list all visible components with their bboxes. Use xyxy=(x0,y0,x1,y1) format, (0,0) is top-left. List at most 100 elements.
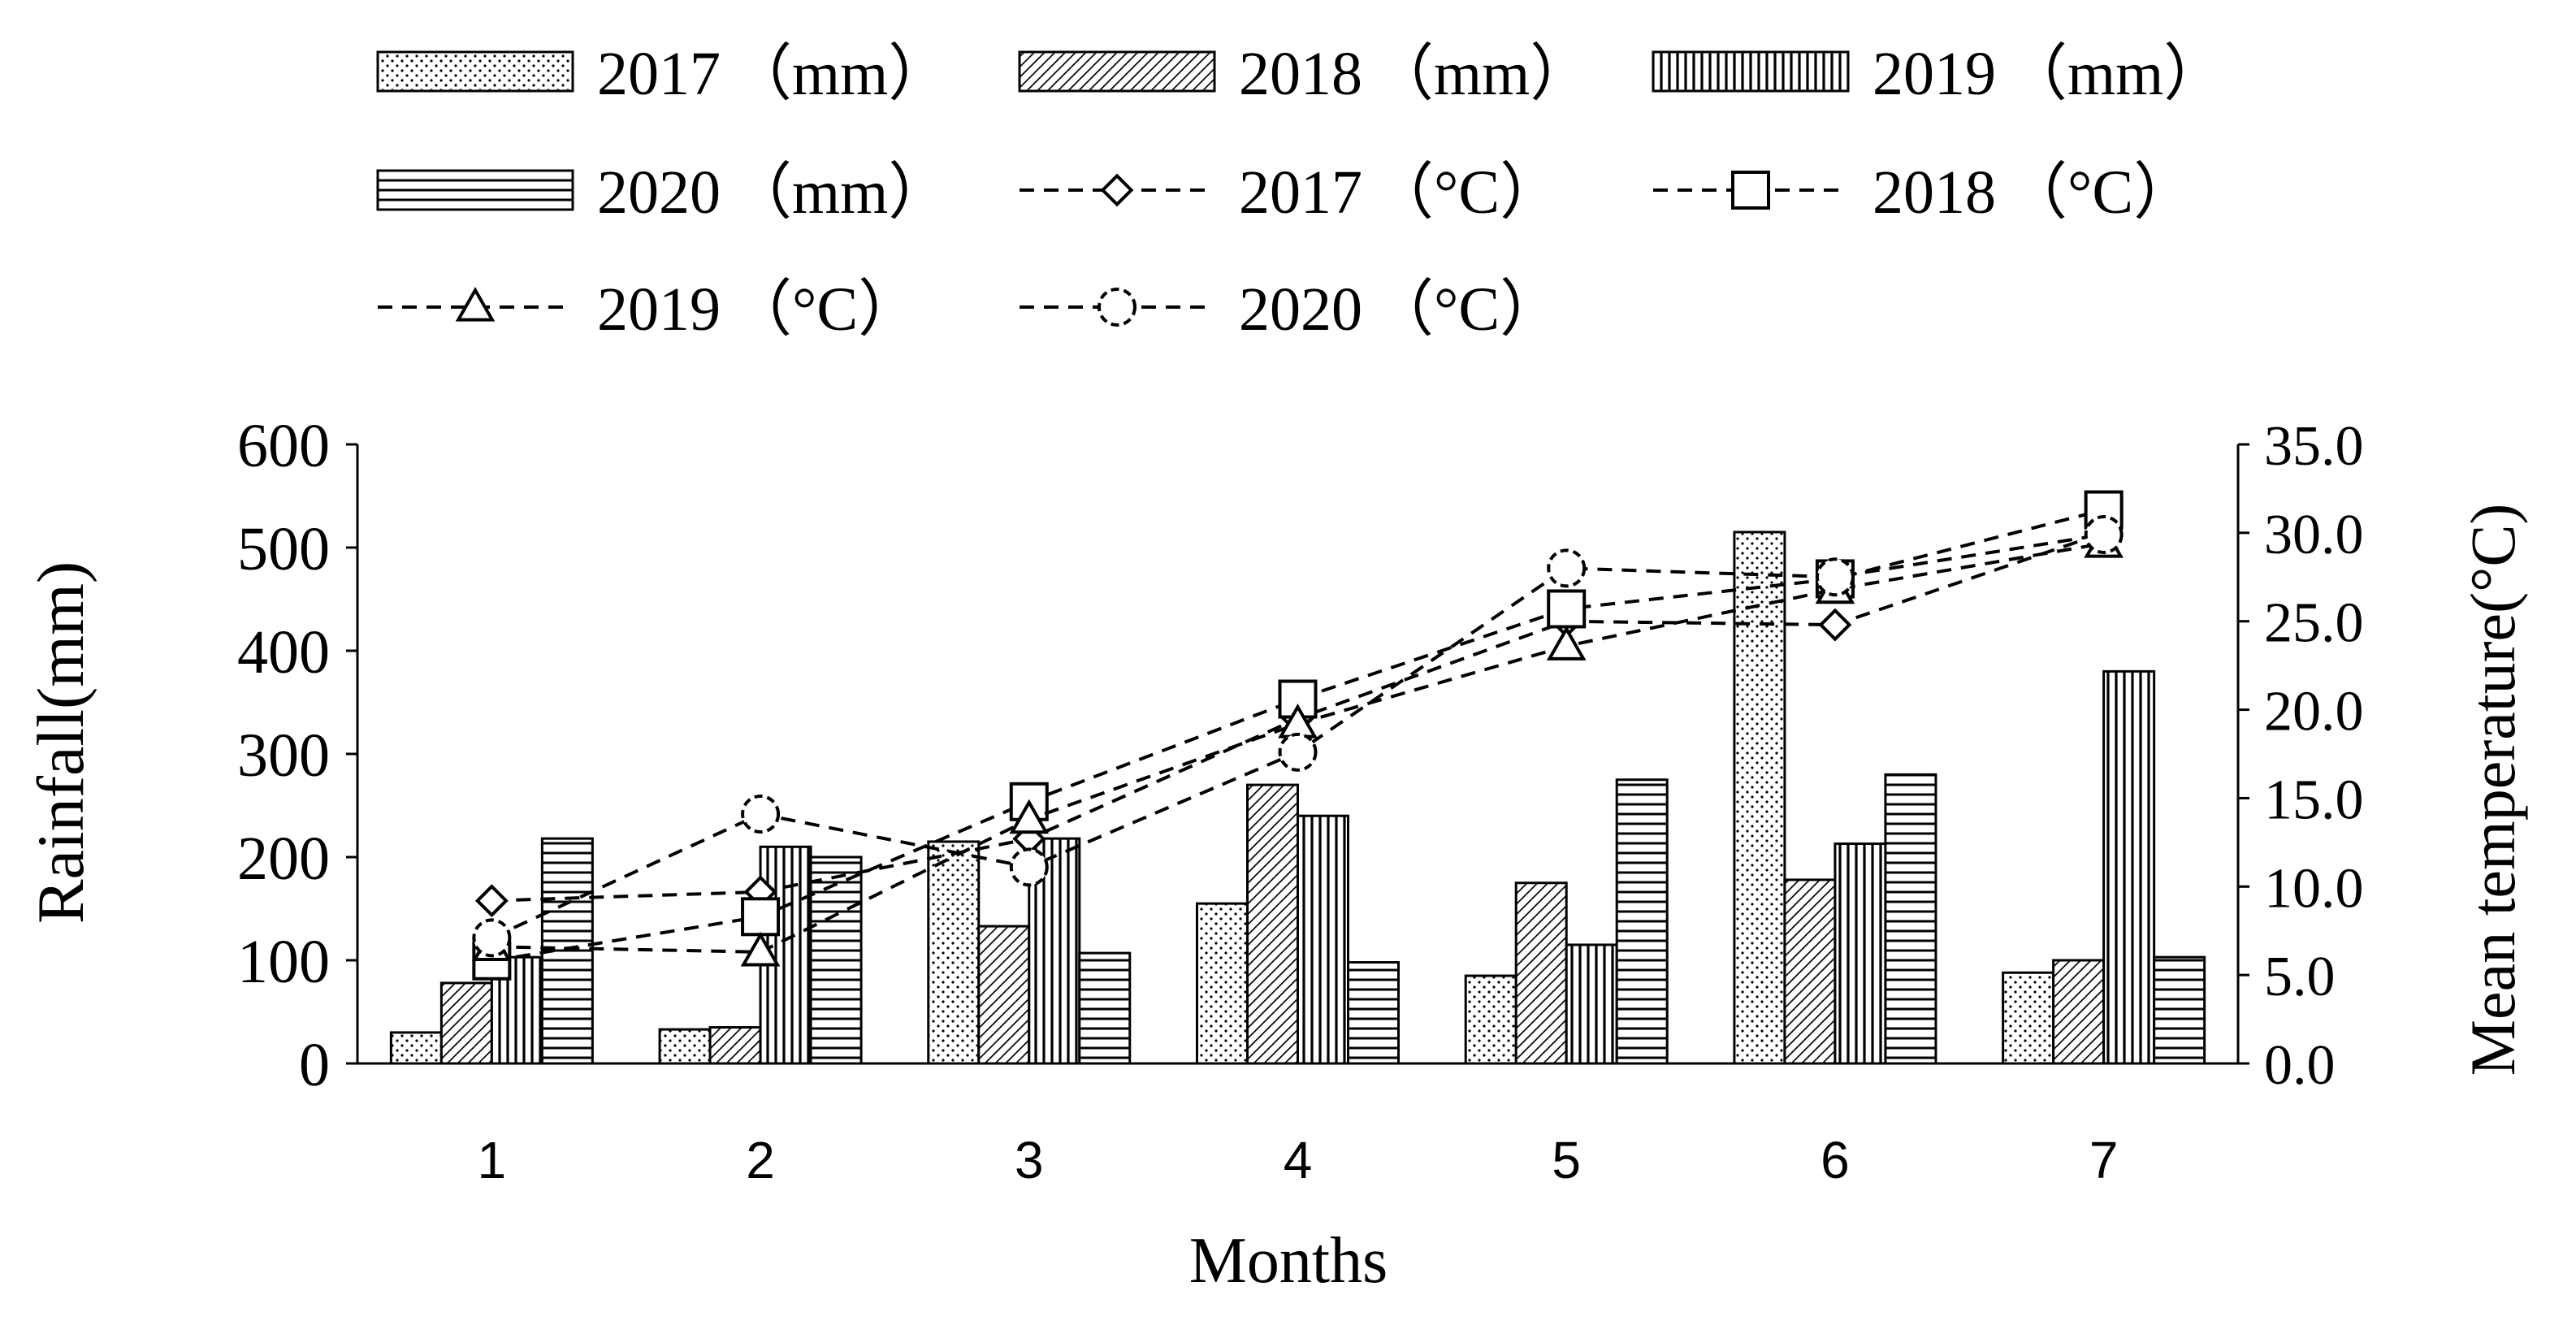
legend-year: 2018 xyxy=(1872,158,1996,227)
bar-2017-month-4 xyxy=(1196,902,1249,1065)
bar-2017-month-7 xyxy=(2002,971,2055,1065)
right-y-tick-label: 30.0 xyxy=(2264,504,2364,566)
bar-2018-month-1 xyxy=(439,981,493,1065)
right-y-tick-label: 15.0 xyxy=(2264,769,2364,831)
bar-2020-month-5 xyxy=(1615,778,1669,1065)
legend-label: 2017 （°C） xyxy=(1239,158,1561,227)
bar-series-2018 xyxy=(439,783,2106,1065)
temp-point-2019-month-5 xyxy=(1546,626,1587,660)
bar-2020-month-7 xyxy=(2153,955,2206,1065)
legend-year: 2019 xyxy=(597,275,721,344)
axes-group: 0 100 200 300 400 500 600 0.0 5.0 10.0 15.0 20.0 25.… xyxy=(237,412,2364,1189)
left-y-tick-label: 0 xyxy=(299,1031,330,1099)
left-y-axis-title: Rainfall(mm) xyxy=(24,561,97,924)
legend-label: 2017 （mm） xyxy=(597,40,950,108)
bar-series-2017 xyxy=(389,531,2055,1065)
legend-entry-2017-c: 2017 （°C） xyxy=(1020,158,1561,227)
legend-swatch xyxy=(376,50,574,93)
legend-label: 2018 （mm） xyxy=(1239,40,1591,108)
legend-label: 2018 （°C） xyxy=(1872,158,2195,227)
bar-2020-month-3 xyxy=(1078,951,1132,1065)
right-y-tick-label: 35.0 xyxy=(2264,415,2364,478)
legend-entry-2020-c: 2020 （°C） xyxy=(1020,275,1561,344)
bar-2018-month-6 xyxy=(1783,878,1837,1065)
x-tick-label: 4 xyxy=(1284,1131,1313,1189)
legend-unit: （°C） xyxy=(730,275,920,344)
right-y-tick-label: 10.0 xyxy=(2264,857,2364,920)
legend: 2017 （mm） 2018 （mm） 2019 （mm）2020 （mm） 2017 （°C）… xyxy=(376,40,2225,344)
legend-year: 2020 xyxy=(1239,275,1362,344)
left-y-tick-label: 500 xyxy=(237,515,330,583)
legend-swatch xyxy=(1018,50,1216,93)
legend-swatch xyxy=(1652,50,1850,93)
x-tick-label: 7 xyxy=(2089,1131,2119,1189)
temp-point-2020-month-1 xyxy=(472,918,512,958)
bar-2019-month-7 xyxy=(2102,669,2156,1065)
legend-year: 2017 xyxy=(1239,158,1362,227)
legend-marker xyxy=(1100,173,1134,207)
bar-2019-month-5 xyxy=(1565,943,1618,1065)
legend-swatch xyxy=(376,169,574,211)
legend-entry-2019-mm: 2019 （mm） xyxy=(1652,40,2225,108)
x-axis-title: Months xyxy=(1189,1225,1388,1297)
temp-point-2020-month-2 xyxy=(741,795,781,834)
temp-series-2020 xyxy=(472,515,2124,958)
bar-2018-month-2 xyxy=(708,1026,762,1065)
legend-unit: （°C） xyxy=(1372,158,1561,227)
legend-label: 2019 （°C） xyxy=(597,275,920,344)
temp-point-2020-month-6 xyxy=(1815,557,1855,597)
x-tick-label: 3 xyxy=(1015,1131,1044,1189)
legend-marker xyxy=(1098,288,1136,327)
temp-point-2020-month-3 xyxy=(1009,847,1049,887)
legend-label: 2020 （°C） xyxy=(1239,275,1561,344)
bar-series-group xyxy=(389,531,2206,1065)
bar-2018-month-5 xyxy=(1514,881,1568,1065)
left-y-axis: Rainfall(mm) xyxy=(24,561,97,924)
right-y-tick-label: 25.0 xyxy=(2264,592,2364,655)
bar-2017-month-5 xyxy=(1464,974,1517,1065)
legend-entry-2020-mm: 2020 （mm） xyxy=(376,158,950,227)
bar-2017-month-1 xyxy=(389,1031,443,1065)
temp-point-2020-month-4 xyxy=(1278,732,1318,772)
legend-entry-2018-mm: 2018 （mm） xyxy=(1018,40,1591,108)
right-y-tick-label: 20.0 xyxy=(2264,681,2364,743)
bar-2020-month-6 xyxy=(1884,773,1937,1065)
temp-point-2020-month-5 xyxy=(1547,548,1587,588)
right-y-tick-label: 5.0 xyxy=(2264,946,2336,1008)
bar-2019-month-6 xyxy=(1834,842,1887,1065)
bar-2017-month-2 xyxy=(658,1028,712,1065)
temp-point-2017-month-6 xyxy=(1818,608,1852,642)
bar-2018-month-3 xyxy=(977,925,1031,1065)
left-y-tick-label: 100 xyxy=(237,928,330,996)
legend-unit: （°C） xyxy=(1372,275,1561,344)
legend-year: 2017 xyxy=(597,40,721,108)
legend-unit: （mm） xyxy=(1372,40,1591,108)
bar-2020-month-2 xyxy=(809,855,863,1065)
bar-2017-month-3 xyxy=(927,840,981,1065)
left-y-tick-label: 400 xyxy=(237,618,330,686)
temp-point-2020-month-7 xyxy=(2084,515,2124,555)
bar-2019-month-4 xyxy=(1297,814,1349,1065)
legend-label: 2019 （mm） xyxy=(1872,40,2225,108)
legend-unit: （mm） xyxy=(730,40,950,108)
legend-entry-2018-c: 2018 （°C） xyxy=(1653,158,2195,227)
legend-unit: （mm） xyxy=(730,158,950,227)
x-tick-label: 2 xyxy=(746,1131,775,1189)
legend-marker xyxy=(455,287,496,322)
legend-marker xyxy=(1731,171,1770,210)
legend-unit: （mm） xyxy=(2006,40,2225,108)
left-y-tick-label: 200 xyxy=(237,825,330,893)
right-y-axis: Mean temperature(°C) xyxy=(2457,504,2528,1076)
temp-point-2018-month-2 xyxy=(741,897,781,937)
legend-unit: （°C） xyxy=(2006,158,2195,227)
bar-2018-month-4 xyxy=(1246,783,1299,1065)
left-y-tick-label: 600 xyxy=(237,412,330,480)
legend-label: 2020 （mm） xyxy=(597,158,950,227)
x-tick-label: 6 xyxy=(1821,1131,1850,1189)
temp-series-2018 xyxy=(472,490,2124,981)
temp-point-2018-month-5 xyxy=(1547,589,1587,629)
x-tick-label: 1 xyxy=(478,1131,507,1189)
right-y-axis-title: Mean temperature(°C) xyxy=(2457,504,2528,1076)
legend-year: 2020 xyxy=(597,158,721,227)
legend-entry-2017-mm: 2017 （mm） xyxy=(376,40,950,108)
